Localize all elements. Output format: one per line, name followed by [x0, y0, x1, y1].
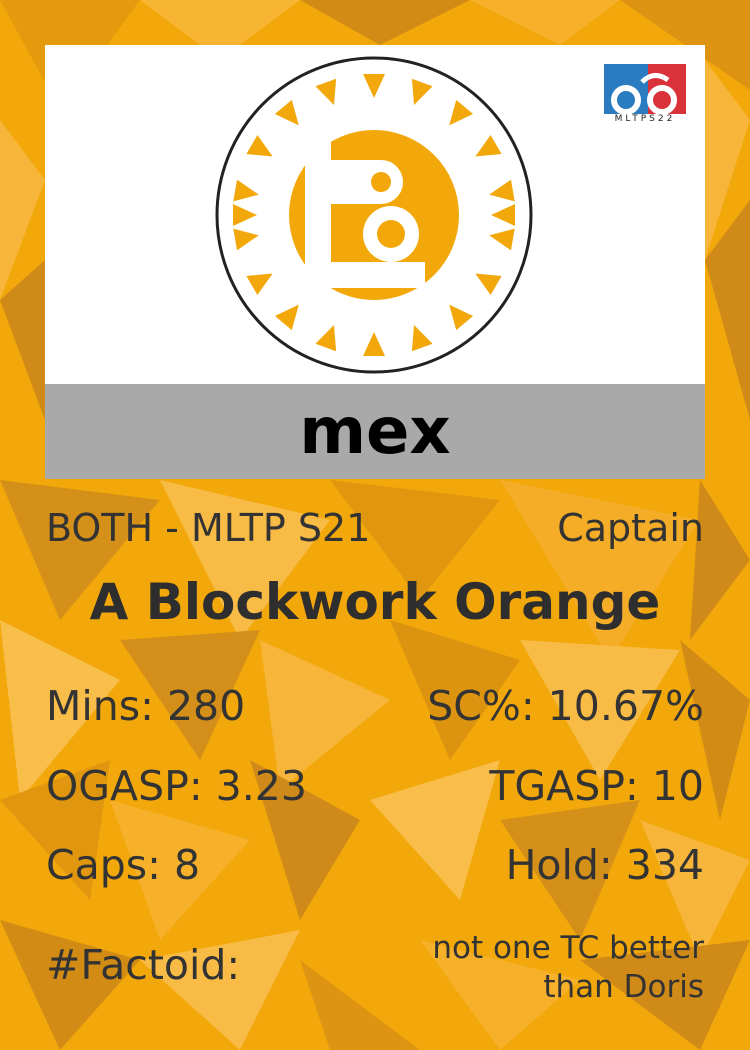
stat-sc: SC%: 10.67% [427, 682, 704, 730]
subtitle-role: Captain [557, 506, 704, 550]
league-logo-text: MLTPS22 [614, 114, 676, 124]
league-logo [604, 64, 686, 115]
player-name-banner: mex [45, 384, 705, 479]
subtitle-league: BOTH - MLTP S21 [46, 506, 371, 550]
factoid-line-1: not one TC better [432, 930, 704, 966]
team-logo [215, 56, 533, 374]
team-name: A Blockwork Orange [89, 573, 661, 631]
stat-mins: Mins: 280 [46, 682, 246, 730]
player-name: mex [299, 394, 451, 469]
stat-hold: Hold: 334 [505, 841, 704, 889]
stat-tgasp: TGASP: 10 [489, 762, 704, 810]
factoid-line-2: than Doris [543, 969, 704, 1005]
factoid-value: not one TC better than Doris [374, 929, 704, 1007]
stat-caps: Caps: 8 [46, 841, 201, 889]
stat-ogasp: OGASP: 3.23 [46, 762, 307, 810]
factoid-label: #Factoid: [46, 941, 241, 989]
